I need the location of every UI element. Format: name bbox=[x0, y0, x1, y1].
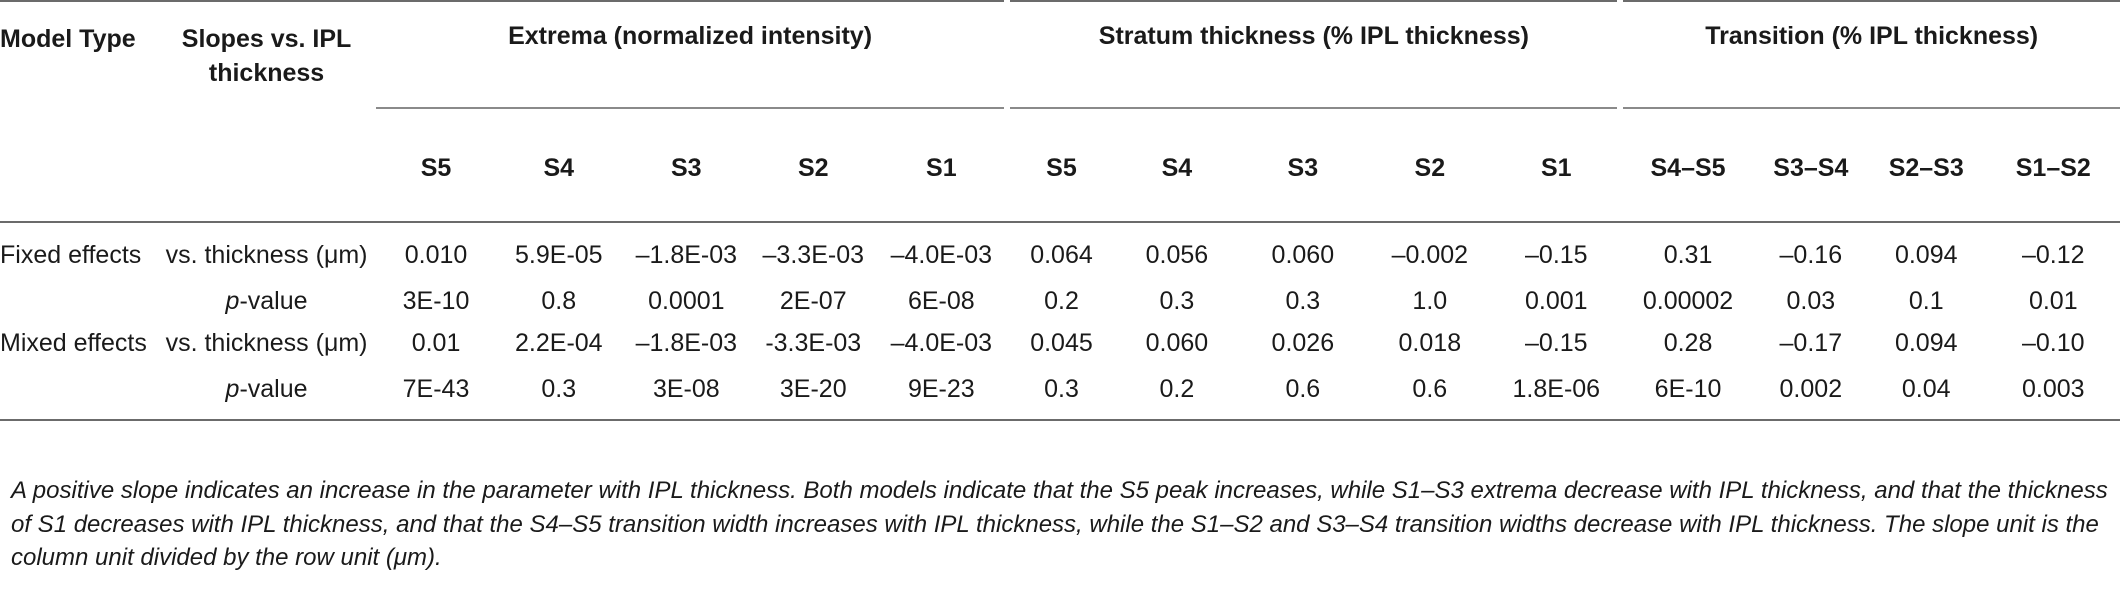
header-group-stratum-label: Stratum thickness (% IPL thickness) bbox=[1010, 22, 1618, 109]
table-cell: 0.0001 bbox=[648, 287, 725, 315]
table-cell: 2.2E-04 bbox=[515, 329, 603, 357]
table-cell: 0.010 bbox=[404, 241, 468, 269]
table-cell: 0.01 bbox=[2028, 287, 2078, 315]
table-cell: –0.12 bbox=[2022, 241, 2085, 269]
col-header: S5 bbox=[1046, 154, 1077, 182]
table-cell: 0.056 bbox=[1145, 241, 1209, 269]
table-cell: 0.6 bbox=[1285, 375, 1321, 403]
table-cell: –0.17 bbox=[1779, 329, 1843, 357]
table-cell: 0.03 bbox=[1786, 287, 1836, 315]
table-cell: 3E-10 bbox=[402, 287, 470, 315]
col-header: S4 bbox=[543, 154, 575, 182]
table-cell: –0.10 bbox=[2022, 329, 2085, 357]
table-cell: 6E-10 bbox=[1654, 375, 1722, 403]
table-cell: 1.0 bbox=[1412, 287, 1448, 315]
table-cell: 0.31 bbox=[1663, 241, 1713, 269]
table-cell: 0.045 bbox=[1030, 329, 1093, 357]
table-cell: 0.060 bbox=[1271, 241, 1335, 269]
col-header: S1 bbox=[926, 154, 957, 182]
table-cell: 0.003 bbox=[2022, 375, 2085, 403]
table-cell: 0.2 bbox=[1159, 375, 1195, 403]
p-italic: p bbox=[225, 287, 240, 315]
header-model-type: Model Type bbox=[0, 1, 158, 223]
table-cell: –0.15 bbox=[1525, 241, 1588, 269]
table-cell: 0.3 bbox=[1159, 287, 1195, 315]
table-cell: 0.28 bbox=[1663, 329, 1713, 357]
header-group-extrema: Extrema (normalized intensity) bbox=[375, 1, 1008, 140]
table-row-fixed-pvalue: p-value 3E-10 0.8 0.0001 2E-07 6E-08 0.2… bbox=[0, 279, 2120, 321]
row-label: vs. thickness (μm) bbox=[165, 241, 368, 269]
header-group-transition-label: Transition (% IPL thickness) bbox=[1623, 22, 2120, 109]
col-header: S5 bbox=[420, 154, 452, 182]
col-header: S3 bbox=[671, 154, 702, 182]
table-cell: 0.094 bbox=[1894, 329, 1958, 357]
col-header: S2 bbox=[1414, 154, 1446, 182]
table-row-mixed-pvalue: p-value 7E-43 0.3 3E-08 3E-20 9E-23 0.3 … bbox=[0, 367, 2120, 420]
table-cell: 0.3 bbox=[1044, 375, 1079, 403]
table-cell: –3.3E-03 bbox=[762, 241, 864, 269]
table-cell: 0.2 bbox=[1044, 287, 1079, 315]
col-header: S2–S3 bbox=[1888, 154, 1964, 182]
col-header: S4–S5 bbox=[1650, 154, 1726, 182]
header-row-columns: S5 S4 S3 S2 S1 S5 S4 S3 S2 S1 S4–S5 S3–S… bbox=[0, 140, 2120, 222]
table-cell: 3E-20 bbox=[779, 375, 847, 403]
col-header: S1 bbox=[1541, 154, 1572, 182]
table-cell: –4.0E-03 bbox=[890, 329, 993, 357]
table-cell: –0.15 bbox=[1525, 329, 1588, 357]
table-cell: 0.094 bbox=[1894, 241, 1958, 269]
table-cell: –1.8E-03 bbox=[635, 241, 738, 269]
table-cell: 0.064 bbox=[1030, 241, 1093, 269]
table-cell: 0.060 bbox=[1145, 329, 1209, 357]
col-header: S2 bbox=[797, 154, 829, 182]
row-label: vs. thickness (μm) bbox=[165, 329, 368, 357]
results-table: Model Type Slopes vs. IPL thickness Extr… bbox=[0, 1, 2120, 420]
table-cell: 0.018 bbox=[1398, 329, 1462, 357]
p-rest: -value bbox=[239, 375, 308, 403]
table-cell: 0.04 bbox=[1901, 375, 1951, 403]
table-caption: A positive slope indicates an increase i… bbox=[11, 477, 2108, 571]
table-cell: 0.8 bbox=[541, 287, 577, 315]
row-label-pvalue: p-value bbox=[157, 279, 375, 321]
table-cell: 2E-07 bbox=[779, 287, 847, 315]
table-row-fixed-slope: Fixed effects vs. thickness (μm) 0.010 5… bbox=[0, 222, 2120, 279]
table-cell: 3E-08 bbox=[652, 375, 720, 403]
table-cell: -3.3E-03 bbox=[765, 329, 862, 357]
table-cell: –4.0E-03 bbox=[890, 241, 993, 269]
table-cell: –1.8E-03 bbox=[635, 329, 738, 357]
table-cell: 0.001 bbox=[1525, 287, 1588, 315]
table-cell: 0.01 bbox=[411, 329, 461, 357]
p-rest: -value bbox=[239, 287, 308, 315]
table-cell: 5.9E-05 bbox=[515, 241, 603, 269]
table-cell: 0.00002 bbox=[1642, 287, 1734, 315]
header-row-groups: Model Type Slopes vs. IPL thickness Extr… bbox=[0, 1, 2120, 223]
header-slopes: Slopes vs. IPL thickness bbox=[157, 1, 376, 223]
table-cell: 0.6 bbox=[1412, 375, 1448, 403]
table-cell: 9E-23 bbox=[907, 375, 975, 403]
model-type-fixed: Fixed effects bbox=[0, 241, 142, 269]
col-header: S3 bbox=[1287, 154, 1319, 182]
table-row-mixed-slope: Mixed effects vs. thickness (μm) 0.01 2.… bbox=[0, 321, 2120, 367]
p-italic: p bbox=[225, 375, 240, 403]
header-group-stratum: Stratum thickness (% IPL thickness) bbox=[1004, 1, 1621, 140]
col-header: S1–S2 bbox=[2015, 154, 2091, 182]
model-type-mixed: Mixed effects bbox=[0, 329, 147, 357]
table-cell: 0.026 bbox=[1271, 329, 1335, 357]
row-label-pvalue: p-value bbox=[157, 367, 375, 420]
table-cell: 1.8E-06 bbox=[1512, 375, 1601, 403]
table-cell: 0.002 bbox=[1779, 375, 1843, 403]
header-group-transition: Transition (% IPL thickness) bbox=[1617, 1, 2120, 140]
table-cell: 0.1 bbox=[1908, 287, 1944, 315]
table-cell: –0.16 bbox=[1779, 241, 1843, 269]
table-cell: 7E-43 bbox=[402, 375, 470, 403]
col-header: S4 bbox=[1161, 154, 1193, 182]
table-cell: –0.002 bbox=[1391, 241, 1469, 269]
table-cell: 6E-08 bbox=[907, 287, 975, 315]
col-header: S3–S4 bbox=[1773, 154, 1849, 182]
table-cell: 0.3 bbox=[1285, 287, 1321, 315]
table-cell: 0.3 bbox=[541, 375, 577, 403]
header-group-extrema-label: Extrema (normalized intensity) bbox=[375, 22, 1005, 109]
